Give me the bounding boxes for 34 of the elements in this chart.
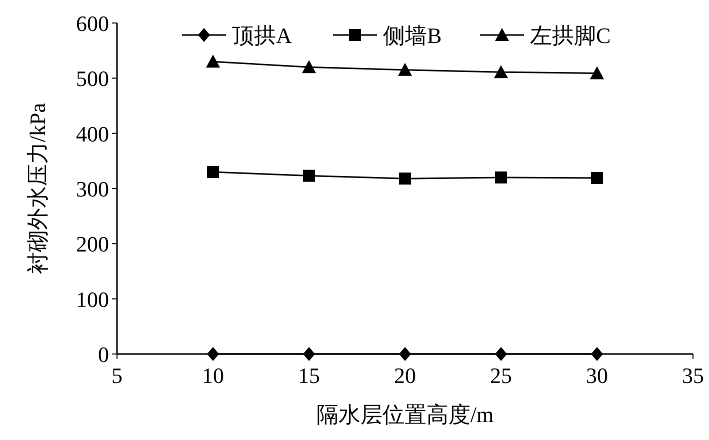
point <box>398 62 412 76</box>
point <box>303 347 315 361</box>
y-tick-label: 100 <box>76 286 109 312</box>
y-tick-label: 200 <box>76 232 109 257</box>
legend-label: 顶拱A <box>232 23 292 48</box>
point <box>399 172 411 185</box>
x-tick-label: 30 <box>586 363 608 388</box>
x-tick-label: 35 <box>682 363 704 388</box>
point <box>495 171 507 184</box>
y-tick-label: 500 <box>76 66 109 92</box>
point <box>494 65 508 78</box>
y-tick-label: 0 <box>98 342 109 367</box>
point <box>495 347 507 361</box>
point <box>302 60 316 74</box>
point <box>206 54 220 68</box>
legend-label: 侧墙B <box>383 23 442 48</box>
x-tick-label: 25 <box>490 363 512 388</box>
y-axis-title: 衬砌外水压力/kPa <box>25 102 50 274</box>
point <box>591 172 603 184</box>
y-tick-label: 400 <box>76 121 109 146</box>
x-tick-label: 10 <box>202 363 224 388</box>
y-tick-label: 300 <box>76 176 109 202</box>
x-axis-title: 隔水层位置高度/m <box>316 402 494 427</box>
point <box>590 66 604 80</box>
point <box>399 347 411 361</box>
x-tick-label: 5 <box>112 363 122 388</box>
point <box>207 166 219 178</box>
point <box>303 170 315 182</box>
x-tick-label: 15 <box>298 363 320 388</box>
x-tick-label: 20 <box>394 363 416 388</box>
point <box>591 347 603 361</box>
legend-label: 左拱脚C <box>530 23 611 48</box>
point <box>207 347 219 361</box>
y-tick-label: 600 <box>76 11 109 36</box>
